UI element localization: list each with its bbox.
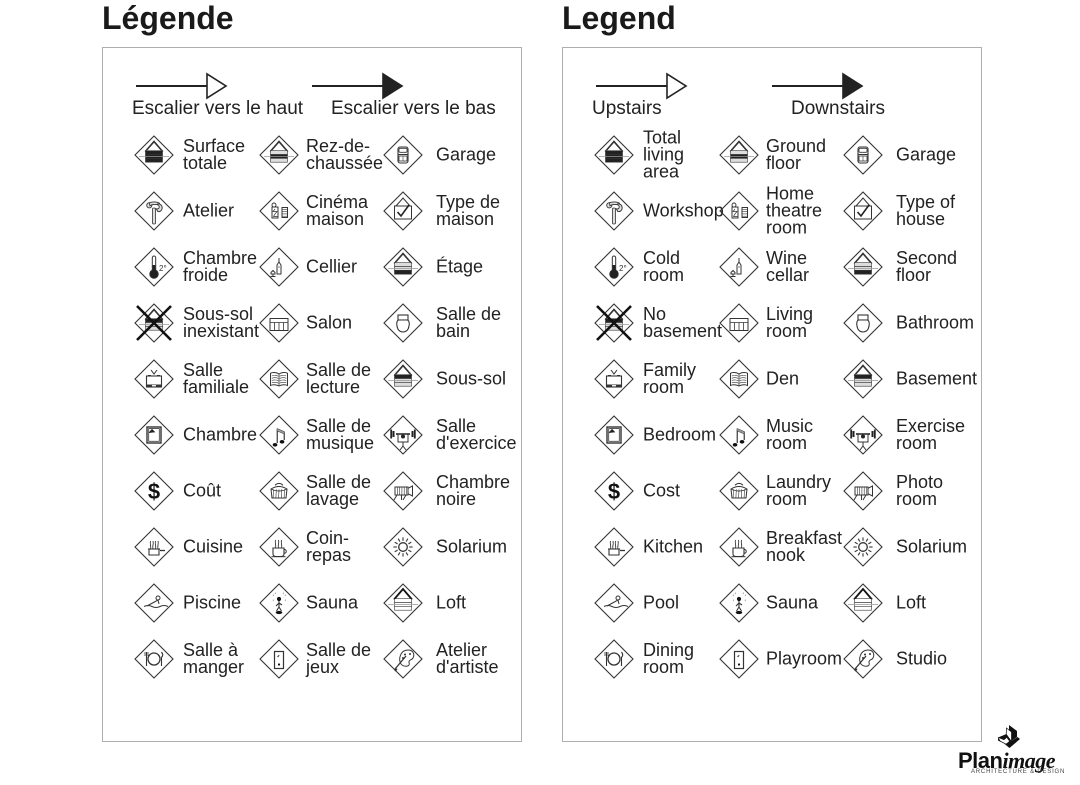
svg-text:$: $	[608, 479, 620, 504]
svg-text:$: $	[148, 479, 160, 504]
svg-text:2°: 2°	[159, 264, 167, 273]
svg-text:2°: 2°	[619, 264, 627, 273]
